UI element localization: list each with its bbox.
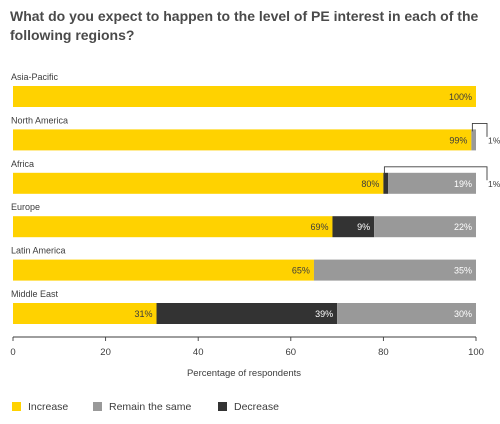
legend-label: Decrease — [234, 401, 279, 413]
bar-row: Asia-Pacific 100% — [11, 72, 476, 107]
category-label: Asia-Pacific — [11, 72, 59, 82]
data-label: 35% — [454, 266, 472, 276]
x-tick-label: 40 — [193, 347, 204, 358]
bar-row: Latin America 65% 35% — [11, 246, 476, 281]
category-label: Africa — [11, 159, 34, 169]
chart-title: What do you expect to happen to the leve… — [10, 8, 479, 43]
x-tick-label: 100 — [468, 347, 484, 358]
bar-segment-remain-the-same — [471, 129, 476, 151]
data-label: 39% — [315, 309, 333, 319]
data-label: 80% — [361, 179, 379, 189]
category-label: Europe — [11, 202, 40, 212]
legend-label: Remain the same — [109, 401, 191, 413]
x-tick-label: 60 — [286, 347, 297, 358]
data-label: 100% — [449, 92, 472, 102]
data-label: 19% — [454, 179, 472, 189]
bar-segment-increase — [13, 86, 476, 107]
legend-label: Increase — [28, 401, 68, 413]
category-label: Latin America — [11, 246, 66, 256]
data-label: 9% — [357, 222, 370, 232]
legend-swatch — [93, 402, 102, 411]
bar-segment-increase — [13, 172, 384, 194]
data-label: 30% — [454, 309, 472, 319]
bar-segment-increase — [13, 216, 333, 238]
bar-segment-increase — [13, 129, 472, 151]
bar-row: Europe 69% 9% 22% — [11, 202, 476, 238]
callout: 1% — [471, 122, 500, 145]
callout-label: 1% — [488, 179, 500, 189]
legend-item: Decrease — [218, 401, 279, 413]
x-tick-label: 80 — [378, 347, 389, 358]
bar-segment-increase — [13, 303, 157, 324]
data-label: 22% — [454, 222, 472, 232]
x-axis: 0 20 40 60 80 100 — [10, 336, 484, 358]
callout-label: 1% — [488, 135, 500, 145]
bar-segment-remain-the-same — [388, 172, 476, 194]
callout-bracket — [383, 166, 488, 181]
bar-segment-decrease — [332, 216, 375, 238]
bar-row: Africa 80% 19% — [11, 159, 476, 194]
category-label: Middle East — [11, 289, 59, 299]
x-axis-title: Percentage of respondents — [187, 368, 301, 379]
callout-bracket — [471, 122, 488, 137]
category-label: North America — [11, 115, 68, 125]
data-label: 31% — [135, 309, 153, 319]
data-label: 69% — [310, 222, 328, 232]
x-tick-label: 0 — [10, 347, 15, 358]
bar-segment-decrease — [156, 303, 338, 324]
bar-segment-remain-the-same — [374, 216, 476, 238]
callout: 1% — [383, 166, 500, 189]
legend: Increase Remain the same Decrease — [12, 401, 279, 413]
bar-row: Middle East 31% 39% 30% — [11, 289, 476, 324]
bar-segment-increase — [13, 259, 314, 281]
data-label: 99% — [449, 135, 467, 145]
bar-segment-decrease — [383, 172, 389, 194]
data-label: 65% — [292, 266, 310, 276]
bar-segment-remain-the-same — [337, 303, 476, 324]
legend-item: Increase — [12, 401, 68, 413]
bar-segment-remain-the-same — [313, 259, 476, 281]
bar-rows: Asia-Pacific 100% North America 99% Africa 80… — [11, 72, 500, 324]
legend-item: Remain the same — [93, 401, 191, 413]
x-tick-label: 20 — [100, 347, 111, 358]
legend-swatch — [218, 402, 227, 411]
legend-swatch — [12, 402, 21, 411]
bar-row: North America 99% — [11, 115, 476, 151]
